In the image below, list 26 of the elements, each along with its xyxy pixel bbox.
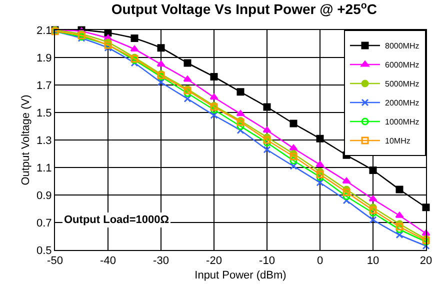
y-tick-label: 0.9 — [36, 190, 52, 202]
x-tick-label: 10 — [366, 255, 380, 268]
y-tick-label: 1.3 — [36, 134, 52, 147]
y-tick-label: 0.5 — [36, 244, 52, 257]
legend-label: 8000MHz — [385, 42, 420, 51]
x-tick-label: -40 — [100, 255, 116, 268]
x-tick-label: -50 — [47, 255, 63, 268]
x-tick-label: 20 — [420, 255, 432, 268]
legend-label: 1000MHz — [385, 118, 420, 127]
x-tick-label: -30 — [153, 255, 169, 268]
legend-label: 2000MHz — [385, 98, 420, 108]
y-tick-label: 1.1 — [36, 162, 52, 174]
annotation: Output Load=1000Ω — [64, 214, 170, 226]
x-tick-label: 0 — [316, 255, 324, 268]
x-tick-label: -10 — [259, 255, 275, 268]
y-axis-title: Output Voltage (V) — [20, 94, 32, 186]
y-tick-label: 1.7 — [36, 80, 52, 92]
x-tick-label: -20 — [206, 255, 222, 268]
legend-label: 6000MHz — [385, 60, 420, 70]
y-tick-label: 0.7 — [36, 217, 52, 230]
legend-label: 5000MHz — [385, 80, 420, 89]
y-tick-label: 1.9 — [36, 52, 52, 64]
y-tick-label: 1.5 — [36, 107, 52, 120]
legend-label: 10MHz — [385, 136, 410, 146]
x-axis-title: Input Power (dBm) — [194, 269, 286, 282]
chart-title: Output Voltage Vs Input Power @ +25$^{o}$C — [111, 0, 377, 18]
